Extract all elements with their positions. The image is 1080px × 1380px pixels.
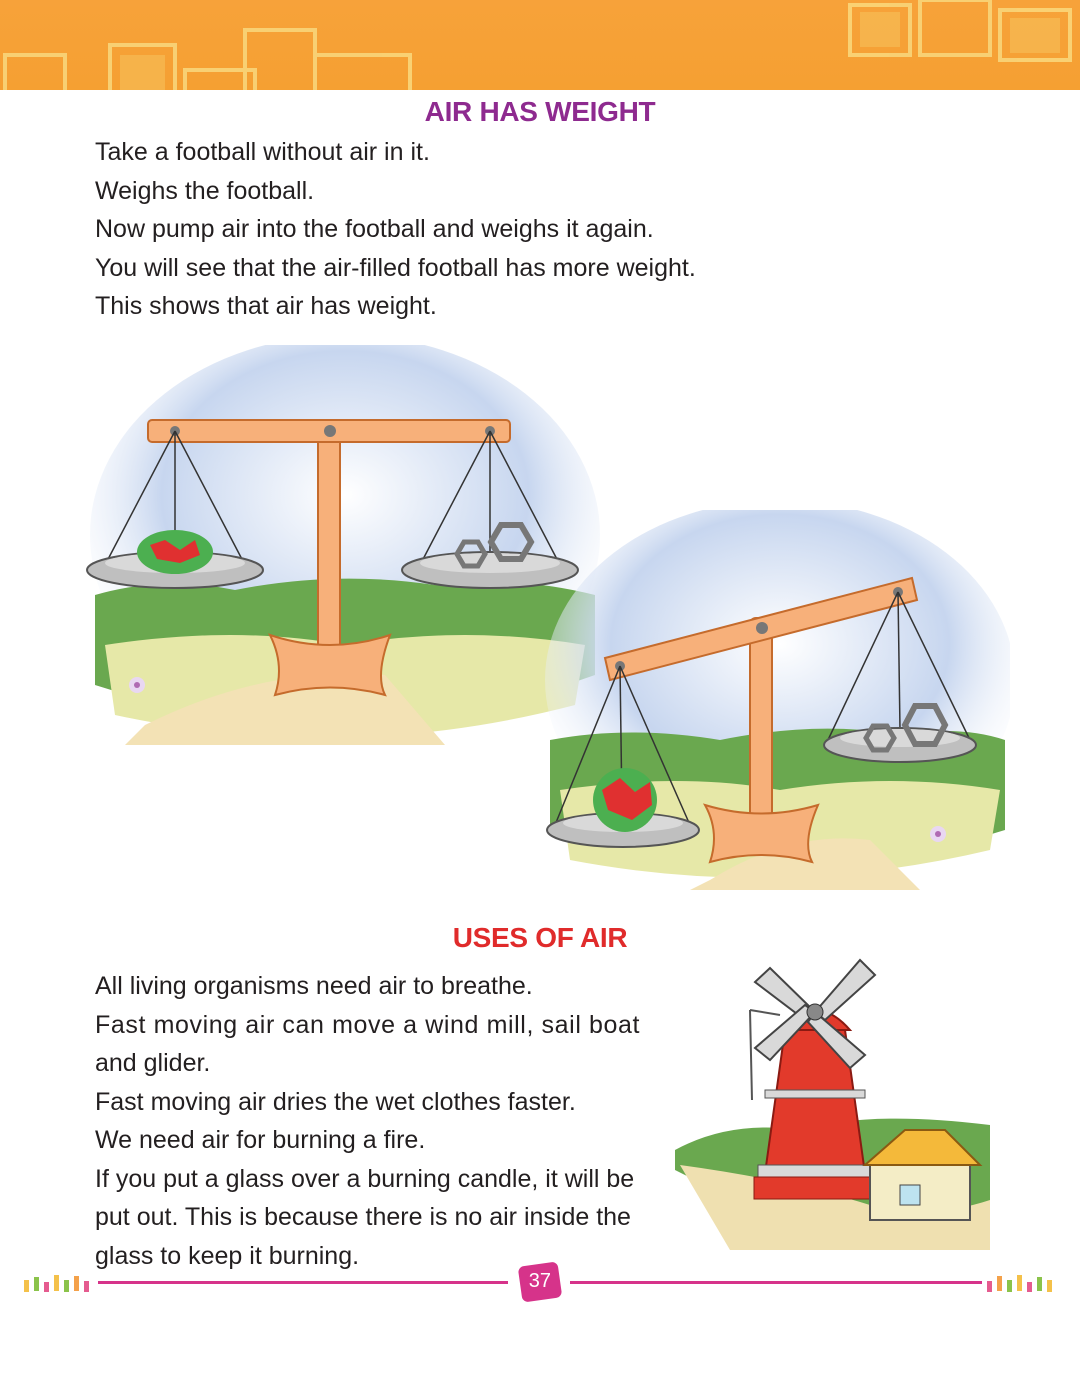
footer-rule-left — [98, 1281, 508, 1284]
page-number-badge: 37 — [517, 1261, 563, 1303]
text-line: and glider. — [95, 1049, 211, 1077]
text-line: We need air for burning a fire. — [95, 1126, 426, 1154]
footer-decoration-left — [24, 1275, 89, 1292]
page-number: 37 — [528, 1270, 552, 1293]
text-line: glass to keep it burning. — [95, 1241, 360, 1270]
text-line: Fast moving air dries the wet clothes fa… — [95, 1087, 576, 1116]
text-line: This shows that air has weight. — [95, 292, 437, 320]
text-line: put out. This is because there is no air… — [95, 1203, 631, 1231]
paragraph-uses-of-air: All living organisms need air to breathe… — [95, 967, 670, 1275]
windmill-illustration — [675, 958, 990, 1250]
header-decoration — [3, 0, 1072, 90]
footer-rule-right — [570, 1281, 982, 1284]
balance-scale-illustration-1 — [86, 345, 600, 745]
balance-scale-illustration-2 — [545, 510, 1010, 890]
text-line: Take a football without air in it. — [95, 138, 430, 166]
text-line: Weighs the football. — [95, 176, 315, 205]
text-line: You will see that the air-filled footbal… — [95, 253, 696, 282]
text-line: All living organisms need air to breathe… — [95, 972, 533, 1000]
text-line: If you put a glass over a burning candle… — [95, 1164, 635, 1193]
heading-uses-of-air: USES OF AIR — [452, 922, 628, 953]
text-line: Fast moving air can move a wind mill, sa… — [95, 1010, 641, 1039]
header-band — [0, 0, 1080, 90]
text-line: Now pump air into the football and weigh… — [95, 215, 654, 243]
paragraph-air-has-weight: Take a football without air in it. Weigh… — [95, 133, 696, 326]
heading-air-has-weight: AIR HAS WEIGHT — [424, 96, 656, 127]
footer-decoration-right — [987, 1275, 1052, 1292]
